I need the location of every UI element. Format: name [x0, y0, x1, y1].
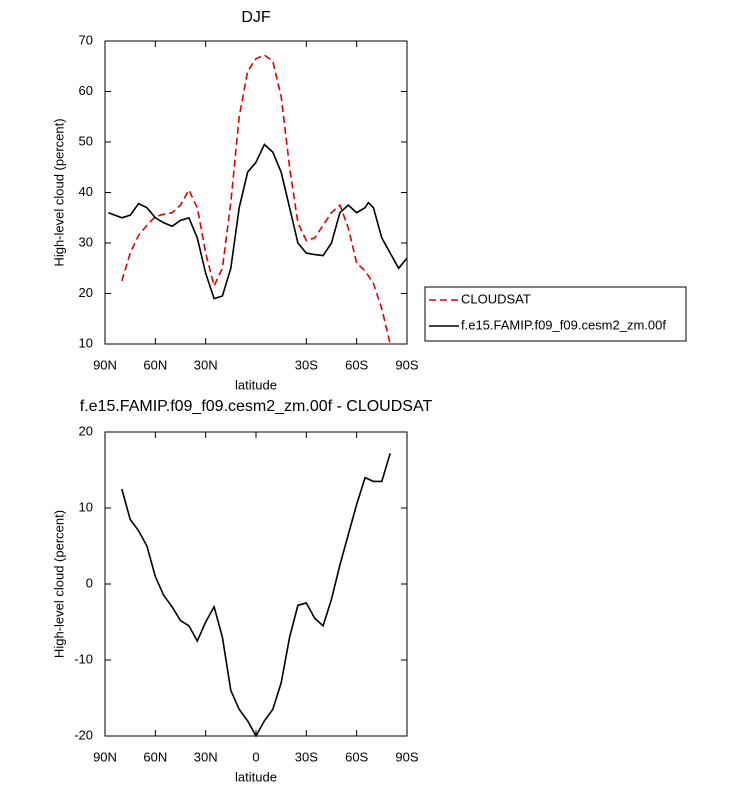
legend-frame — [424, 286, 687, 342]
x-tick-label: 60S — [345, 357, 368, 372]
y-tick-label: 40 — [79, 184, 93, 199]
x-axis-label: latitude — [235, 769, 277, 784]
legend-label: CLOUDSAT — [461, 291, 531, 306]
y-tick-label: 0 — [86, 575, 93, 590]
legend-label: f.e15.FAMIP.f09_f09.cesm2_zm.00f — [461, 317, 666, 332]
y-tick-label: 10 — [79, 499, 93, 514]
x-tick-label: 30N — [194, 357, 218, 372]
x-tick-label: 60S — [345, 749, 368, 764]
y-tick-label: 10 — [79, 335, 93, 350]
x-tick-label: 60N — [143, 749, 167, 764]
x-tick-label: 30N — [194, 749, 218, 764]
x-tick-label: 90N — [93, 357, 117, 372]
y-tick-label: 20 — [79, 423, 93, 438]
x-tick-label: 60N — [143, 357, 167, 372]
y-tick-label: 30 — [79, 234, 93, 249]
x-tick-label: 90S — [395, 357, 418, 372]
series-line — [121, 453, 391, 738]
x-tick-label: 90N — [93, 749, 117, 764]
y-tick-label: 20 — [79, 285, 93, 300]
plot-frame — [104, 40, 408, 345]
y-tick-label: -20 — [74, 727, 93, 742]
series-line — [108, 143, 408, 300]
y-axis-label: High-level cloud (percent) — [51, 510, 66, 658]
x-tick-label: 30S — [295, 749, 318, 764]
x-tick-label: 0 — [252, 749, 259, 764]
y-axis-label: High-level cloud (percent) — [51, 118, 66, 266]
y-tick-label: 60 — [79, 83, 93, 98]
x-axis-label: latitude — [235, 377, 277, 392]
y-tick-label: -10 — [74, 651, 93, 666]
chart-title: f.e15.FAMIP.f09_f09.cesm2_zm.00f - CLOUD… — [80, 398, 433, 415]
y-tick-label: 70 — [79, 32, 93, 47]
x-tick-label: 90S — [395, 749, 418, 764]
series-line — [121, 54, 391, 345]
chart-title: DJF — [241, 9, 271, 26]
y-tick-label: 50 — [79, 133, 93, 148]
x-tick-label: 30S — [295, 357, 318, 372]
plot-frame — [104, 431, 408, 737]
